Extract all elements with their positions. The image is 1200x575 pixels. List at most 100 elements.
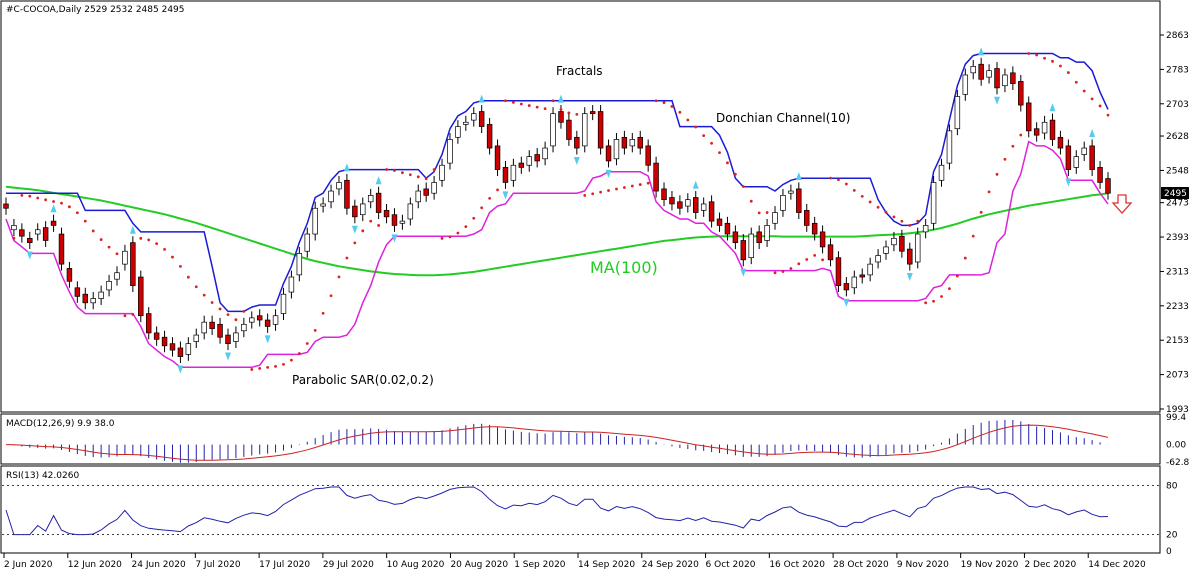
candle-body [914, 233, 921, 263]
rsi-level-label: 0 [1166, 547, 1172, 557]
candle-body [486, 124, 493, 149]
fractal-down-marker [177, 365, 184, 374]
date-label: 2 Dec 2020 [1024, 560, 1076, 570]
sar-dot [971, 234, 975, 238]
candle-body [66, 268, 73, 282]
candle-body [677, 201, 683, 209]
candle-body [233, 332, 239, 342]
candle-body [685, 199, 691, 207]
fractal-down-marker [502, 191, 509, 200]
candle-body [780, 194, 786, 211]
candle-body [550, 113, 556, 147]
rsi-layer: 80 20 0 [2, 481, 1178, 557]
sar-dot [607, 189, 610, 192]
sar-dot [171, 255, 174, 259]
candle-body [360, 203, 366, 216]
price-tick-label: 2393 [1166, 233, 1189, 243]
sar-dot [789, 267, 793, 270]
sar-dot [741, 185, 745, 188]
sar-dot [313, 328, 317, 332]
price-tick-label: 2628 [1166, 132, 1189, 142]
sar-dot [749, 199, 753, 203]
candle-body [613, 139, 620, 160]
sar-dot [1082, 89, 1086, 93]
candle-body [312, 207, 318, 235]
sar-dot [1019, 133, 1023, 137]
rsi-pane-frame [0, 465, 1161, 554]
sar-dot [83, 219, 87, 223]
donchian-upper-line [6, 52, 1109, 313]
fractal-up-marker [1049, 103, 1056, 112]
sar-dot [20, 193, 24, 197]
candle-body [1065, 145, 1072, 170]
candle-body [526, 156, 532, 166]
candle-body [3, 203, 9, 209]
date-label: 1 Sep 2020 [514, 560, 566, 570]
current-price-text: 2495 [1164, 189, 1187, 199]
candle-body [811, 222, 818, 235]
sar-dot [385, 168, 388, 171]
sar-dot [591, 192, 595, 196]
sar-dot [702, 134, 706, 137]
candle-body [819, 231, 826, 248]
sar-dot [99, 238, 103, 241]
fractal-down-marker [994, 96, 1001, 105]
sar-dot [559, 107, 563, 111]
sar-dot [480, 206, 484, 210]
sar-dot [377, 224, 381, 227]
candle-body [114, 272, 120, 280]
date-label: 19 Nov 2020 [961, 560, 1019, 570]
candle-body [256, 315, 263, 321]
ma-annotation: MA(100) [590, 258, 658, 277]
sar-dot [955, 274, 959, 278]
candle-body [978, 63, 984, 80]
candle-body [407, 203, 414, 220]
candle-body [748, 233, 754, 259]
candle-body [859, 274, 865, 278]
sar-dot [733, 172, 737, 176]
sar-dot [282, 362, 285, 366]
candle-body [708, 201, 715, 222]
candle-body [106, 280, 112, 291]
candle-body [34, 229, 41, 235]
candle-body [431, 182, 437, 194]
candle-body [867, 263, 873, 276]
sar-dot [932, 299, 935, 303]
fractal-down-marker [740, 268, 747, 277]
sar-dot [844, 182, 848, 186]
sar-dot [599, 190, 603, 194]
candle-body [288, 276, 295, 293]
sar-dot [908, 223, 912, 227]
sar-dot [876, 205, 880, 209]
macd-signal-line [5, 424, 1109, 461]
candle-body [153, 332, 160, 340]
sar-dot [916, 219, 920, 223]
fractal-up-marker [1089, 129, 1096, 138]
sar-dot [258, 367, 262, 370]
sar-dot [305, 342, 309, 345]
date-label: 10 Aug 2020 [387, 560, 445, 570]
sar-dot [91, 229, 95, 233]
date-label: 9 Nov 2020 [897, 560, 949, 570]
candle-body [566, 119, 572, 140]
rsi-label: RSI(13) 42.0260 [6, 471, 79, 481]
candle-body [328, 190, 334, 203]
date-label: 14 Dec 2020 [1088, 560, 1146, 570]
sar-dot [1098, 104, 1102, 108]
candle-body [1033, 128, 1040, 136]
candle-body [280, 293, 287, 314]
candle-body [1089, 145, 1095, 170]
sar-dot [1035, 53, 1039, 57]
candle-body [241, 323, 247, 332]
sar-dot [163, 247, 166, 251]
sar-dot [131, 313, 135, 316]
sar-dot [329, 294, 333, 298]
candle-body [740, 240, 747, 261]
macd-scale-label: -62.8 [1166, 458, 1190, 468]
sar-dot [654, 99, 658, 103]
sar-dot [821, 258, 824, 262]
fractal-up-marker [478, 94, 485, 103]
candle-body [582, 113, 588, 147]
candle-body [74, 287, 81, 297]
